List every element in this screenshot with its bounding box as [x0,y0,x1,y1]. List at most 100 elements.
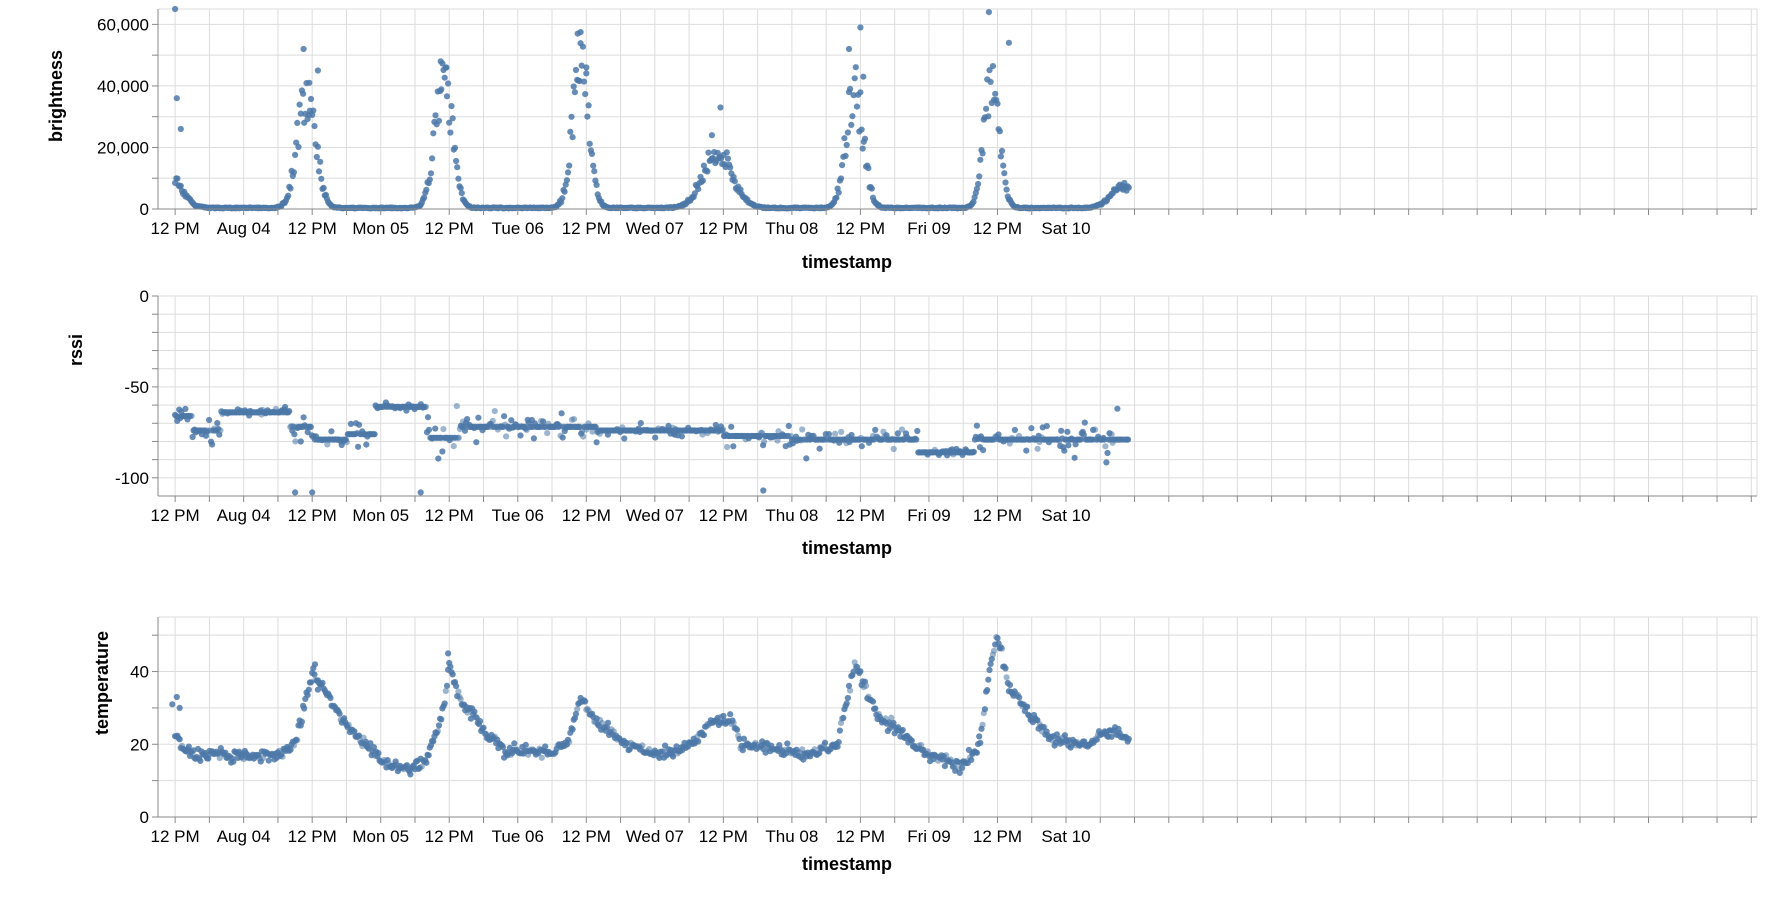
temperature-panel: 0 20 40 12 PM Aug 04 12 PM Mon 05 12 PM Tue 06 12… [92,616,1758,874]
brightness-point [447,129,454,136]
temperature-y-tick-label: 40 [130,663,149,682]
brightness-point [588,150,596,157]
temperature-point [457,696,464,703]
temperature-point [1024,703,1031,710]
brightness-point [310,107,317,114]
rssi-point [580,433,587,440]
rssi-points [172,399,1132,496]
temperature-point [1053,731,1060,738]
brightness-point [451,144,459,151]
brightness-x-tick-label: 12 PM [151,219,200,238]
brightness-point [435,117,443,124]
brightness-y-tick-label: 20,000 [97,138,149,157]
rssi-point [1124,436,1132,443]
temperature-point [956,769,963,777]
brightness-point [1125,184,1132,191]
brightness-point [174,175,181,182]
brightness-point [572,66,580,74]
brightness-x-tick-label: Wed 07 [626,219,684,238]
brightness-point [294,119,301,126]
brightness-point [691,190,698,197]
brightness-x-tick-label: 12 PM [425,219,474,238]
brightness-point [731,178,738,185]
rssi-point [297,438,304,445]
brightness-point [851,75,858,82]
temperature-point [1002,665,1009,672]
brightness-point [426,176,433,183]
temperature-point [604,719,612,726]
temperature-point [863,682,870,689]
rssi-x-tick-label: Sat 10 [1041,506,1090,525]
brightness-point [717,104,724,111]
temperature-point [314,686,321,693]
temperature-point [407,771,414,778]
brightness-point [704,168,711,175]
brightness-y-tick-label: 60,000 [97,15,149,34]
brightness-point [569,134,576,141]
temperature-point [784,740,791,747]
brightness-point [852,64,859,71]
brightness-point [449,115,456,122]
brightness-y-tick-label: 0 [140,200,149,219]
brightness-point [847,85,854,92]
brightness-point [430,130,437,137]
rssi-x-tick-label: Fri 09 [907,506,950,525]
rssi-point [363,441,370,448]
brightness-x-tick-label: 12 PM [699,219,748,238]
rssi-point [1061,447,1068,454]
temperature-point [670,753,677,760]
brightness-point [292,151,299,158]
brightness-point [708,132,716,139]
rssi-x-tick-label: Thu 08 [765,506,818,525]
brightness-point [570,83,577,90]
temperature-point [990,647,998,654]
rssi-point [1114,405,1121,412]
rssi-point [324,441,331,448]
brightness-point [580,78,588,85]
rssi-x-axis-title: timestamp [802,538,892,558]
rssi-point [292,438,299,445]
temperature-point [1108,733,1115,740]
temperature-axes: 0 20 40 12 PM Aug 04 12 PM Mon 05 12 PM Tue 06 12… [130,617,1757,846]
brightness-point [994,100,1001,107]
rssi-x-tick-label: 12 PM [288,506,337,525]
brightness-point [861,135,869,142]
temperature-point [569,726,576,733]
temperature-x-tick-label: Sat 10 [1041,827,1090,846]
temperature-point [700,732,708,739]
rssi-point [898,426,906,433]
temperature-point [205,755,212,762]
temperature-point [1041,723,1048,731]
brightness-point [844,129,852,136]
temperature-point [695,738,702,745]
temperature-x-tick-label: 12 PM [425,827,474,846]
rssi-point [570,416,578,423]
temperature-point [449,671,456,678]
temperature-point [423,759,430,766]
rssi-x-tick-label: Tue 06 [492,506,544,525]
rssi-x-tick-label: Aug 04 [217,506,271,525]
brightness-point [839,162,846,169]
rssi-point [858,443,865,450]
brightness-point [700,162,708,169]
brightness-point [992,90,999,97]
brightness-point [421,194,428,201]
rssi-point [724,443,731,451]
rssi-point [970,448,977,455]
temperature-point [290,742,297,749]
rssi-point [995,431,1002,438]
temperature-point [438,716,445,723]
brightness-point [842,152,849,159]
brightness-point [285,192,292,199]
temperature-point [572,710,580,718]
brightness-point [585,102,592,109]
brightness-point [723,149,730,156]
rssi-point [637,420,644,427]
temperature-x-tick-label: Mon 05 [352,827,409,846]
temperature-point [1006,681,1014,689]
temperature-point [447,663,454,670]
rssi-point [1058,427,1065,434]
rssi-point [761,438,768,445]
brightness-point [437,58,444,65]
